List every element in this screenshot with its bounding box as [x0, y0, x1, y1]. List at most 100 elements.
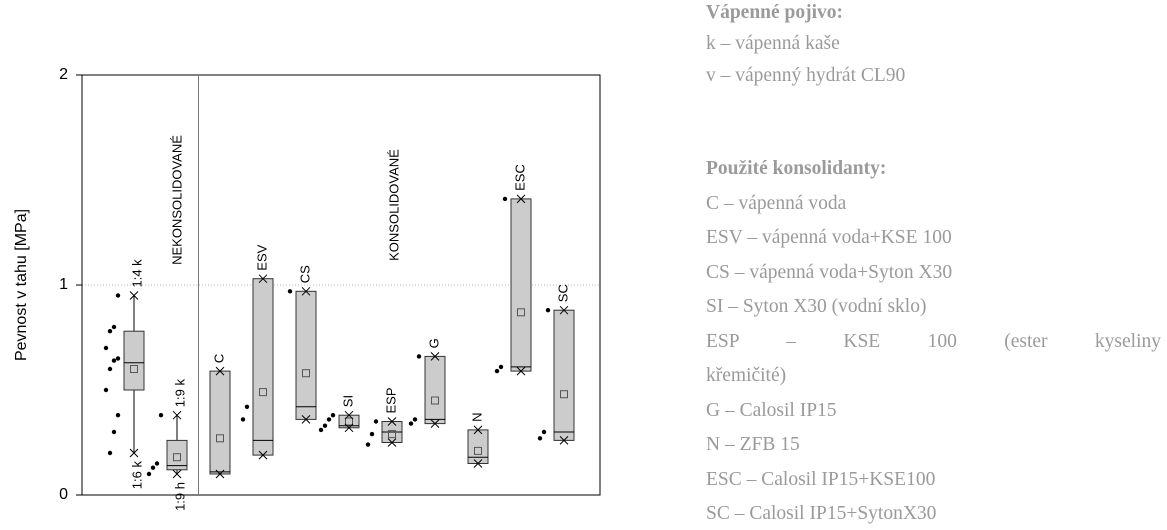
data-point — [412, 417, 418, 422]
extreme-marker — [258, 274, 268, 284]
data-point — [240, 417, 246, 422]
notes-item: v – vápenný hydrát CL90 — [706, 65, 906, 86]
box — [424, 355, 446, 425]
box — [510, 198, 532, 372]
extreme-marker — [473, 425, 483, 435]
data-point — [150, 465, 156, 470]
box-label: SC — [555, 284, 570, 302]
data-point — [103, 387, 109, 393]
extreme-marker — [516, 366, 526, 376]
extreme-marker — [387, 438, 397, 447]
data-point — [111, 324, 117, 330]
extreme-marker — [172, 469, 182, 479]
extreme-marker — [344, 410, 354, 420]
data-point — [111, 358, 117, 363]
extreme-marker — [301, 415, 311, 424]
data-point — [154, 461, 160, 466]
data-point — [318, 427, 324, 433]
extreme-marker — [559, 305, 569, 315]
box-label: 1:4 k — [129, 259, 144, 288]
mean-marker — [431, 396, 439, 405]
extreme-marker — [430, 419, 440, 428]
notes-item: ESC – Calosil IP15+KSE100 — [706, 469, 936, 490]
data-point — [545, 308, 551, 313]
extreme-marker — [559, 436, 569, 445]
data-point — [322, 423, 328, 428]
data-point — [111, 429, 117, 435]
y-axis-label: Pevnost v tahu [MPa] — [13, 209, 30, 361]
box-label: 1:6 k — [129, 461, 144, 490]
data-point — [541, 429, 547, 435]
box-label: ESV — [254, 244, 269, 270]
data-point — [498, 364, 504, 370]
data-point — [365, 442, 371, 447]
box-label: SI — [340, 395, 355, 407]
mean-marker — [302, 369, 310, 378]
extreme-marker — [215, 469, 225, 479]
data-point — [107, 366, 113, 372]
box — [252, 278, 274, 456]
data-point — [115, 356, 121, 361]
mean-marker — [130, 365, 138, 373]
box — [553, 309, 575, 441]
box — [467, 429, 489, 464]
extreme-marker — [129, 291, 139, 300]
box-label: ESC — [512, 164, 527, 191]
mean-marker — [345, 417, 353, 426]
extreme-marker — [172, 410, 182, 420]
data-point — [408, 421, 414, 426]
box — [123, 330, 145, 391]
box-label: 1:9 k — [172, 379, 187, 408]
data-point — [326, 417, 332, 422]
notes-heading: Vápenné pojivo: — [706, 2, 844, 23]
extreme-marker — [387, 417, 397, 426]
mean-marker — [173, 453, 181, 462]
data-point — [103, 345, 109, 351]
data-point — [369, 431, 375, 437]
notes-item: SC – Calosil IP15+SytonX30 — [706, 503, 937, 524]
notes-item: C – vápenná voda — [706, 193, 847, 214]
data-point — [494, 368, 500, 374]
data-point — [158, 413, 164, 418]
data-point — [115, 293, 121, 298]
data-point — [330, 413, 336, 418]
mean-marker — [216, 434, 224, 443]
extreme-marker — [301, 286, 311, 296]
mean-marker — [474, 446, 482, 455]
box-label: G — [426, 338, 441, 348]
box-label: ESP — [383, 387, 398, 413]
notes-item: k – vápenná kaše — [706, 33, 840, 54]
mean-marker — [517, 308, 525, 317]
data-point — [115, 413, 121, 418]
data-point — [146, 471, 152, 477]
box-label: N — [469, 413, 484, 422]
plot-frame — [81, 74, 601, 496]
data-point — [502, 196, 508, 202]
box-label: 1:9 h — [172, 482, 187, 511]
notes-item: ESP – KSE 100 (ester kyseliny — [706, 331, 1161, 352]
box — [166, 439, 188, 471]
group-annotation: NEKONSOLIDOVANÉ — [169, 135, 184, 265]
extreme-marker — [473, 459, 483, 468]
y-tick-label: 2 — [59, 66, 68, 83]
extreme-marker — [258, 450, 268, 460]
extreme-marker — [215, 366, 225, 376]
chart: Pevnost v tahu [MPa] 0 1 2 NEKONSOLIDOVANÉ K… — [13, 66, 601, 511]
group-annotation: KONSOLIDOVANÉ — [386, 149, 401, 261]
box — [209, 370, 231, 475]
box-label: C — [211, 354, 226, 363]
y-tick-label: 0 — [59, 486, 68, 503]
data-point — [373, 419, 379, 424]
box — [295, 290, 317, 420]
data-point — [416, 354, 422, 359]
notes-item: CS – vápenná voda+Syton X30 — [706, 262, 953, 283]
box-label: CS — [297, 265, 312, 283]
notes-item: N – ZFB 15 — [706, 434, 800, 455]
data-point — [537, 436, 543, 441]
notes-item: SI – Syton X30 (vodní sklo) — [706, 296, 927, 317]
data-point — [244, 404, 250, 409]
data-point — [107, 329, 113, 334]
notes-item: ESV – vápenná voda+KSE 100 — [706, 227, 952, 248]
data-point — [287, 289, 293, 294]
